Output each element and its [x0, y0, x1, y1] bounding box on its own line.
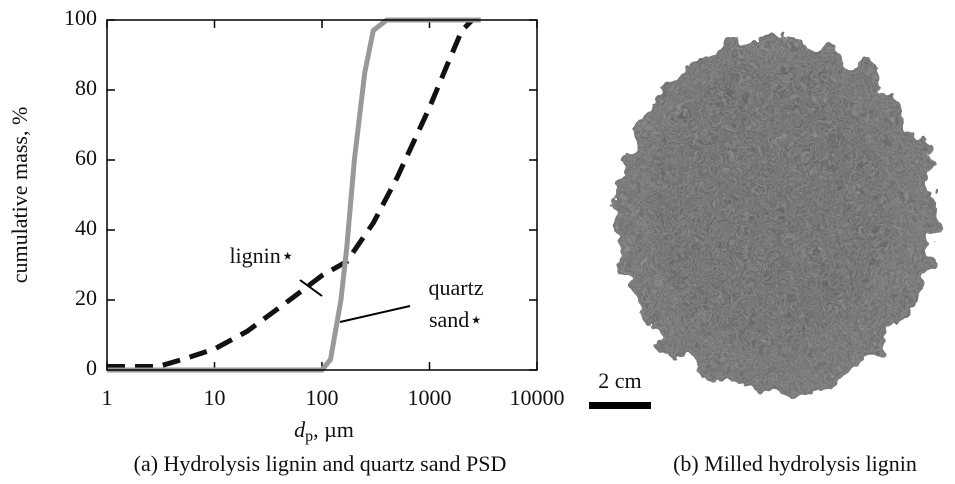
- y-tick-label: 40: [75, 215, 97, 240]
- annotation: quartz: [429, 275, 484, 300]
- photo: [615, 37, 935, 393]
- chart-caption: (a) Hydrolysis lignin and quartz sand PS…: [134, 451, 507, 476]
- x-tick-label: 1000: [408, 385, 452, 410]
- x-axis-label-main: d: [294, 417, 306, 442]
- x-tick-label: 1: [102, 385, 113, 410]
- scale-bar: [589, 402, 651, 409]
- y-tick-label: 60: [75, 145, 97, 170]
- scale-label: 2 cm: [598, 368, 641, 393]
- leader-line: [339, 305, 411, 323]
- y-tick-label: 0: [86, 355, 97, 380]
- y-tick-label: 80: [75, 75, 97, 100]
- x-axis-label-unit: , µm: [313, 417, 354, 442]
- x-axis-label-sub: p: [305, 428, 313, 445]
- y-tick-label: 20: [75, 285, 97, 310]
- x-axis-label: dp, µm: [294, 417, 354, 445]
- series-line: [107, 17, 481, 369]
- x-tick-label: 100: [306, 385, 339, 410]
- annotation: sand⋆: [429, 307, 483, 332]
- photo-caption: (b) Milled hydrolysis lignin: [673, 451, 917, 476]
- y-tick-label: 100: [64, 5, 97, 30]
- x-tick-label: 10: [204, 385, 226, 410]
- y-axis-label: cumulative mass, %: [7, 107, 32, 284]
- annotation: lignin⋆: [229, 243, 294, 268]
- x-tick-label: 10000: [510, 385, 565, 410]
- series-line: [107, 17, 481, 373]
- leader-line: [299, 279, 323, 297]
- plot-frame: [106, 19, 538, 371]
